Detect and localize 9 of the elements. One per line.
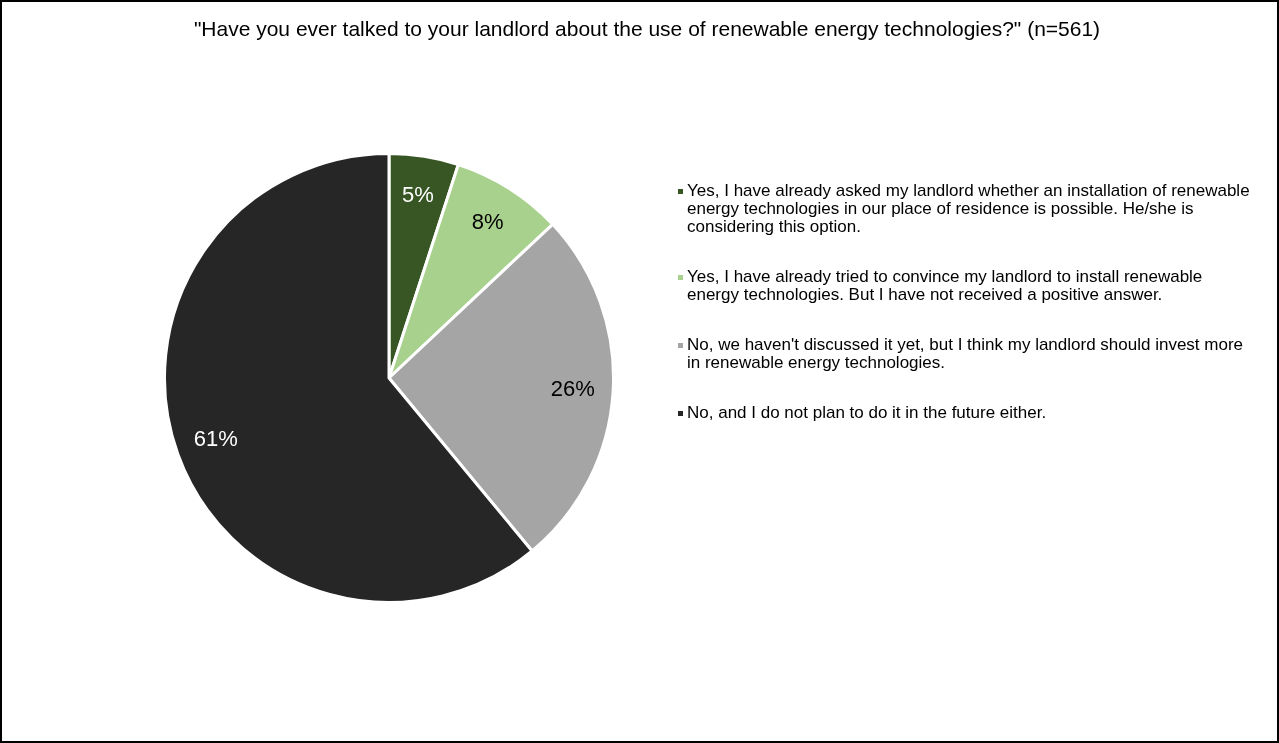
legend-label: Yes, I have already asked my landlord whether an installation of renewable energy technologies in our place of residence is possible. He/she is considering this option.: [687, 181, 1251, 236]
legend-label: Yes, I have already tried to convince my landlord to install renewable energy technologies. But I have not received a positive answer.: [687, 267, 1204, 304]
legend-label: No, and I do not plan to do it in the future either.: [687, 403, 1047, 422]
legend-label: No, we haven't discussed it yet, but I think my landlord should invest more in renewable energy technologies.: [687, 335, 1245, 372]
data-label: 61%: [193, 426, 238, 452]
chart-title: "Have you ever talked to your landlord about the use of renewable energy technologies?" (n=561): [192, 17, 1102, 40]
data-label: 26%: [550, 375, 595, 401]
data-label: 5%: [401, 182, 434, 208]
data-label: 8%: [471, 208, 504, 234]
